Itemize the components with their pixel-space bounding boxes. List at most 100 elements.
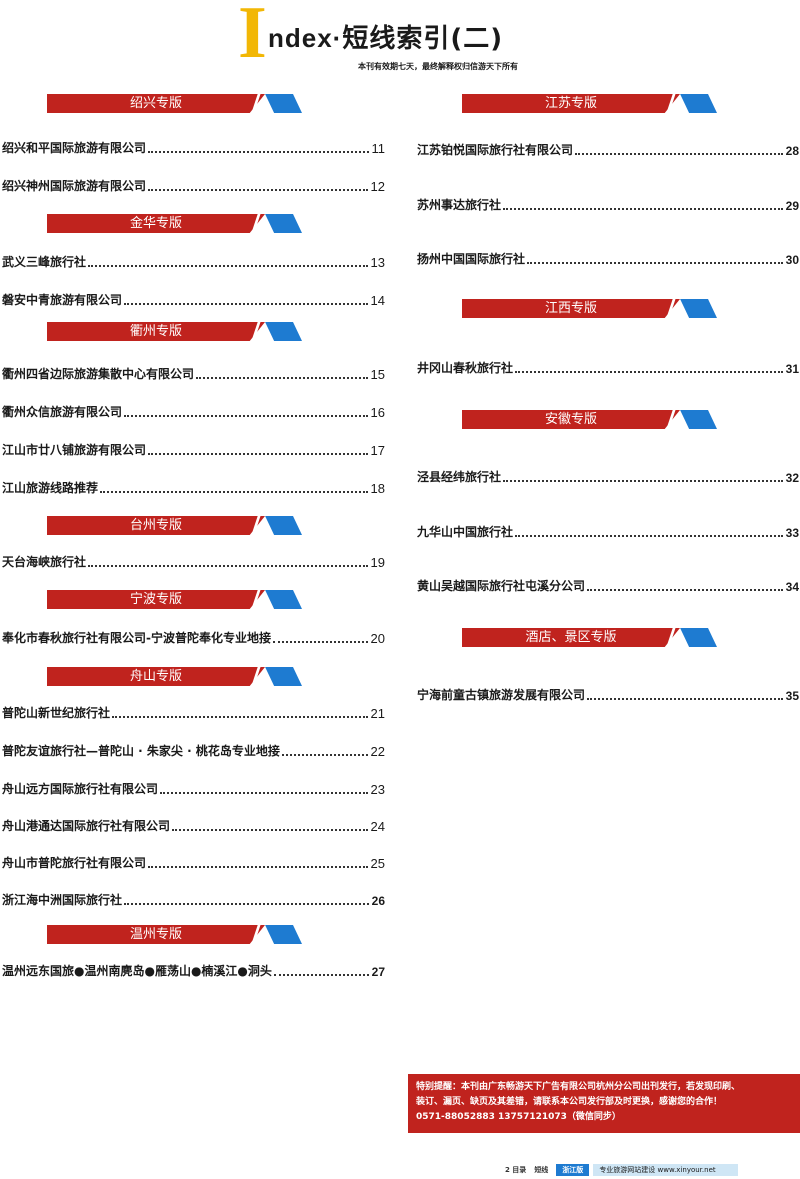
index-entry[interactable]: 井冈山春秋旅行社 31 <box>417 358 799 376</box>
entry-name: 舟山市普陀旅行社有限公司 <box>2 856 147 870</box>
index-entry[interactable]: 磐安中青旅游有限公司 14 <box>2 290 385 308</box>
dot-leader <box>273 974 369 976</box>
section-banner: 绍兴专版 <box>47 94 302 113</box>
entry-name: 九华山中国旅行社 <box>417 525 514 539</box>
entry-page-number: 28 <box>785 144 799 158</box>
section-banner: 舟山专版 <box>47 667 302 686</box>
entry-name: 江山市廿八铺旅游有限公司 <box>2 443 147 457</box>
section-title: 舟山专版 <box>129 669 182 684</box>
banner-divider <box>251 94 261 113</box>
index-entry[interactable]: 九华山中国旅行社 33 <box>417 522 799 540</box>
section-banner: 衢州专版 <box>47 322 302 341</box>
entry-page-number: 30 <box>785 253 799 267</box>
index-entry[interactable]: 浙江海中洲国际旅行社 26 <box>2 890 385 908</box>
entry-page-number: 22 <box>370 744 385 759</box>
banner-divider <box>251 667 261 686</box>
index-word: ndex· <box>268 23 343 53</box>
index-entry[interactable]: 江山市廿八铺旅游有限公司 17 <box>2 440 385 458</box>
index-entry[interactable]: 奉化市春秋旅行社有限公司-宁波普陀奉化专业地接 20 <box>2 628 385 646</box>
entry-page-number: 20 <box>370 631 385 646</box>
index-entry[interactable]: 衢州众信旅游有限公司 16 <box>2 402 385 420</box>
entry-name: 衢州四省边际旅游集散中心有限公司 <box>2 367 195 381</box>
footer-page-label: 2 目录 <box>505 1165 527 1174</box>
entry-name: 黄山吴越国际旅行社屯溪分公司 <box>417 579 586 593</box>
index-entry[interactable]: 舟山远方国际旅行社有限公司 23 <box>2 779 385 797</box>
index-entry[interactable]: 天台海峡旅行社 19 <box>2 552 385 570</box>
banner-red-bar <box>47 322 265 341</box>
notice-line-1: 特别提醒：本刊由广东畅游天下广告有限公司杭州分公司出刊发行，若发现印刷、 <box>416 1082 741 1092</box>
entry-name: 衢州众信旅游有限公司 <box>2 405 123 419</box>
entry-name: 绍兴和平国际旅游有限公司 <box>2 141 147 155</box>
entry-page-number: 12 <box>370 179 385 194</box>
entry-name: 磐安中青旅游有限公司 <box>2 293 123 307</box>
entry-page-number: 11 <box>371 141 386 156</box>
entry-page-number: 34 <box>785 580 799 594</box>
index-entry[interactable]: 绍兴和平国际旅游有限公司 11 <box>2 138 385 156</box>
entry-page-number: 31 <box>785 362 799 376</box>
index-entry[interactable]: 普陀山新世纪旅行社 21 <box>2 703 385 721</box>
banner-blue-tab <box>680 410 717 429</box>
dot-leader <box>196 377 368 379</box>
entry-page-number: 19 <box>370 555 385 570</box>
index-entry[interactable]: 江苏铂悦国际旅行社有限公司 28 <box>417 140 799 158</box>
section-title: 安徽专版 <box>544 412 597 427</box>
banner-blue-tab <box>680 628 717 647</box>
banner-blue-tab <box>265 667 302 686</box>
section-title: 衢州专版 <box>129 324 182 339</box>
section-title: 金华专版 <box>129 216 182 231</box>
entry-page-number: 17 <box>370 443 385 458</box>
banner-red-bar <box>47 94 265 113</box>
dot-leader <box>100 491 368 493</box>
dot-leader <box>148 151 369 153</box>
dot-leader <box>88 265 368 267</box>
banner-red-bar <box>47 590 265 609</box>
index-entry[interactable]: 苏州事达旅行社 29 <box>417 195 799 213</box>
entry-name: 武义三峰旅行社 <box>2 255 87 269</box>
section-banner: 温州专版 <box>47 925 302 944</box>
entry-page-number: 15 <box>370 367 385 382</box>
entry-page-number: 32 <box>785 471 799 485</box>
banner-divider <box>251 214 261 233</box>
section-title: 酒店、景区专版 <box>525 630 617 645</box>
dot-leader <box>88 565 368 567</box>
dot-leader <box>515 371 783 373</box>
index-entry[interactable]: 泾县经纬旅行社 32 <box>417 467 799 485</box>
dot-leader <box>281 754 368 756</box>
banner-divider <box>251 322 261 341</box>
index-entry[interactable]: 衢州四省边际旅游集散中心有限公司 15 <box>2 364 385 382</box>
section-title: 绍兴专版 <box>129 96 182 111</box>
section-banner: 金华专版 <box>47 214 302 233</box>
banner-red-bar <box>47 214 265 233</box>
entry-page-number: 33 <box>785 526 799 540</box>
dot-leader <box>148 866 368 868</box>
dot-leader <box>527 262 783 264</box>
index-entry[interactable]: 宁海前童古镇旅游发展有限公司 35 <box>417 685 799 703</box>
entry-name: 浙江海中洲国际旅行社 <box>2 893 123 907</box>
dot-leader <box>148 189 368 191</box>
banner-blue-tab <box>265 94 302 113</box>
index-entry[interactable]: 普陀友谊旅行社—普陀山 · 朱家尖 · 桃花岛专业地接 22 <box>2 741 385 759</box>
dot-leader <box>575 153 783 155</box>
index-entry[interactable]: 绍兴神州国际旅游有限公司 12 <box>2 176 385 194</box>
entry-page-number: 23 <box>370 782 385 797</box>
index-entry[interactable]: 舟山市普陀旅行社有限公司 25 <box>2 853 385 871</box>
banner-blue-tab <box>265 214 302 233</box>
banner-divider <box>251 925 261 944</box>
index-entry[interactable]: 江山旅游线路推荐 18 <box>2 478 385 496</box>
section-title: 江西专版 <box>544 301 597 316</box>
index-entry[interactable]: 温州远东国旅●温州南麂岛●雁荡山●楠溪江●洞头 27 <box>2 961 385 979</box>
section-banner: 江西专版 <box>462 299 717 318</box>
index-entry[interactable]: 舟山港通达国际旅行社有限公司 24 <box>2 816 385 834</box>
index-entry[interactable]: 扬州中国国际旅行社 30 <box>417 249 799 267</box>
banner-red-bar <box>462 94 680 113</box>
index-entry[interactable]: 黄山吴越国际旅行社屯溪分公司 34 <box>417 576 799 594</box>
section-title: 温州专版 <box>129 927 182 942</box>
banner-blue-tab <box>265 516 302 535</box>
entry-name: 天台海峡旅行社 <box>2 555 87 569</box>
footer-section-label: 短线 <box>534 1165 549 1174</box>
entry-name: 普陀山新世纪旅行社 <box>2 706 111 720</box>
index-entry[interactable]: 武义三峰旅行社 13 <box>2 252 385 270</box>
dot-leader <box>160 792 368 794</box>
entry-page-number: 21 <box>370 706 385 721</box>
dot-leader <box>587 589 783 591</box>
